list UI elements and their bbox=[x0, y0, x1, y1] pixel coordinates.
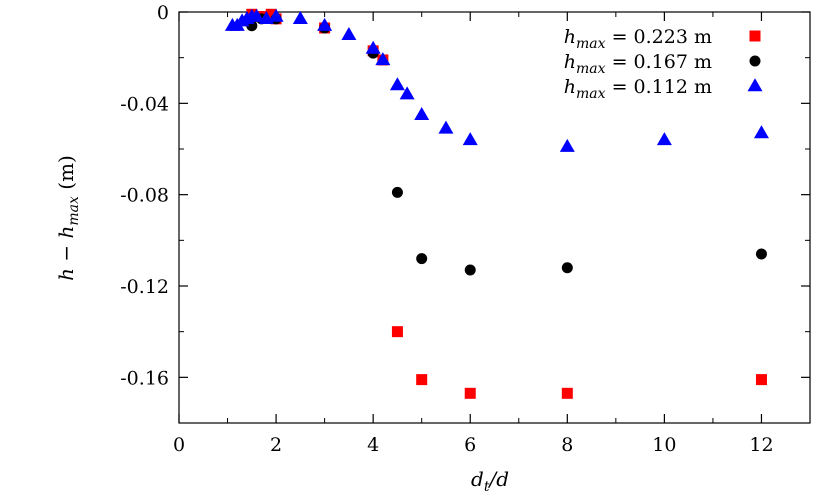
data-point-h167 bbox=[416, 253, 428, 265]
data-point-h223 bbox=[391, 326, 403, 338]
x-tick-label: 2 bbox=[270, 434, 282, 456]
legend-sub: max bbox=[576, 61, 606, 77]
x-axis-label-sub: t bbox=[484, 479, 490, 495]
legend-label-h167: hmax = 0.167 m bbox=[564, 51, 712, 77]
y-tick-label: -0.16 bbox=[120, 367, 169, 389]
data-point-h112 bbox=[399, 86, 415, 100]
series-h112 bbox=[224, 8, 769, 152]
plot-frame bbox=[178, 11, 811, 424]
legend-marker-h167 bbox=[749, 55, 761, 67]
y-tick-label: 0 bbox=[157, 2, 169, 24]
legend-label-h223: hmax = 0.223 m bbox=[564, 26, 712, 52]
data-point-h112 bbox=[559, 138, 575, 152]
y-tick-label: -0.08 bbox=[120, 185, 169, 207]
x-tick-label: 6 bbox=[464, 434, 476, 456]
y-axis-label: h − hmax (m) bbox=[54, 155, 82, 281]
y-axis-label-h: h bbox=[54, 268, 78, 281]
x-tick-label: 12 bbox=[749, 434, 773, 456]
data-point-h167 bbox=[755, 248, 767, 260]
legend-value: = 0.167 m bbox=[606, 51, 712, 73]
legend-sub: max bbox=[576, 86, 606, 102]
legend-value: = 0.223 m bbox=[606, 26, 712, 48]
y-axis-label-minus: − bbox=[54, 238, 78, 267]
data-point-h112 bbox=[462, 132, 478, 146]
legend-h: h bbox=[564, 51, 576, 73]
legend-value: = 0.112 m bbox=[606, 76, 712, 98]
data-point-h112 bbox=[389, 77, 405, 91]
y-tick-label: -0.04 bbox=[120, 93, 169, 115]
x-tick-label: 0 bbox=[173, 434, 185, 456]
x-axis-label: dt/d bbox=[471, 467, 509, 495]
legend-marker-h112 bbox=[747, 78, 763, 92]
data-point-h167 bbox=[464, 264, 476, 276]
y-axis-label-unit: (m) bbox=[54, 155, 78, 196]
legend-label-h112: hmax = 0.112 m bbox=[564, 76, 712, 102]
data-point-h112 bbox=[268, 8, 284, 22]
x-tick-label: 10 bbox=[652, 434, 676, 456]
legend-h: h bbox=[564, 26, 576, 48]
data-point-h112 bbox=[341, 27, 357, 41]
x-axis-label-main: d bbox=[471, 467, 484, 491]
data-point-h112 bbox=[375, 52, 391, 66]
data-point-h167 bbox=[391, 186, 403, 198]
x-tick-label: 4 bbox=[367, 434, 379, 456]
data-point-h223 bbox=[464, 387, 476, 399]
data-point-h112 bbox=[249, 8, 265, 22]
legend-h: h bbox=[564, 76, 576, 98]
y-axis-label-sub: max bbox=[66, 196, 82, 226]
data-point-h112 bbox=[753, 125, 769, 139]
y-tick-label: -0.12 bbox=[120, 276, 169, 298]
data-point-h112 bbox=[656, 132, 672, 146]
y-axis-label-h2: h bbox=[54, 226, 78, 239]
data-point-h223 bbox=[416, 374, 428, 386]
data-point-h112 bbox=[317, 17, 333, 31]
data-point-h223 bbox=[561, 387, 573, 399]
data-point-h167 bbox=[561, 262, 573, 274]
legend-sub: max bbox=[576, 36, 606, 52]
x-tick-label: 8 bbox=[561, 434, 573, 456]
legend-marker-h223 bbox=[749, 30, 761, 42]
data-point-h223 bbox=[755, 374, 767, 386]
x-axis-label-rest: /d bbox=[487, 467, 509, 491]
data-point-h112 bbox=[414, 106, 430, 120]
data-point-h112 bbox=[438, 120, 454, 134]
data-point-h112 bbox=[292, 11, 308, 25]
data-point-h112 bbox=[365, 40, 381, 54]
